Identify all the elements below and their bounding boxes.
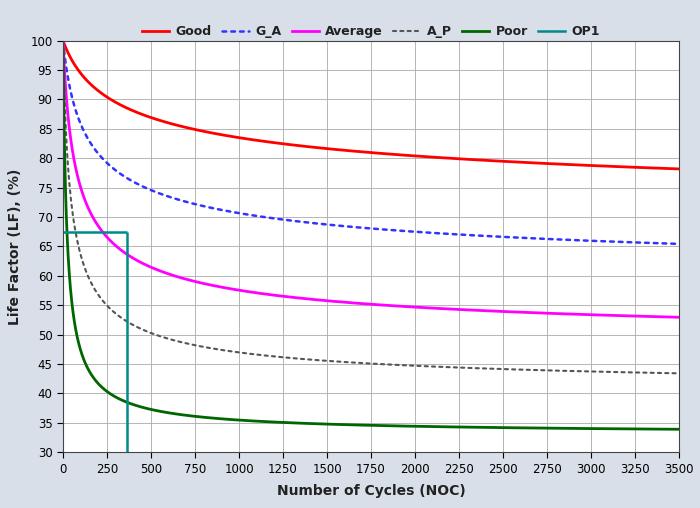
G_A <box>566 237 574 243</box>
Y-axis label: Life Factor (LF), (%): Life Factor (LF), (%) <box>8 168 22 325</box>
Poor <box>428 424 437 430</box>
Poor <box>59 46 67 52</box>
Poor <box>566 425 574 431</box>
G_A <box>294 218 302 225</box>
Line: Poor: Poor <box>63 49 679 429</box>
Good <box>59 38 67 44</box>
Poor <box>519 425 527 431</box>
A_P <box>459 365 468 371</box>
Average <box>519 309 527 315</box>
A_P <box>294 356 302 362</box>
Average <box>294 295 302 301</box>
Good <box>428 154 437 160</box>
Average <box>59 40 67 46</box>
Good <box>459 156 468 162</box>
A_P <box>566 368 574 374</box>
G_A <box>171 196 179 202</box>
Poor <box>675 426 683 432</box>
Average <box>428 305 437 311</box>
Line: G_A: G_A <box>63 42 679 244</box>
Line: A_P: A_P <box>63 45 679 373</box>
G_A <box>459 232 468 238</box>
G_A <box>59 39 67 45</box>
G_A <box>428 230 437 236</box>
G_A <box>519 235 527 241</box>
Poor <box>459 424 468 430</box>
Line: Average: Average <box>63 43 679 318</box>
A_P <box>59 42 67 48</box>
Good <box>519 160 527 166</box>
Line: Good: Good <box>63 41 679 169</box>
Legend: Good, G_A, Average, A_P, Poor, OP1: Good, G_A, Average, A_P, Poor, OP1 <box>137 20 605 43</box>
Average <box>171 273 179 279</box>
Good <box>294 143 302 149</box>
Good <box>675 166 683 172</box>
A_P <box>428 363 437 369</box>
Good <box>566 162 574 168</box>
Good <box>171 121 179 128</box>
Average <box>566 311 574 317</box>
A_P <box>675 370 683 376</box>
A_P <box>171 337 179 343</box>
Average <box>459 307 468 313</box>
G_A <box>675 241 683 247</box>
X-axis label: Number of Cycles (NOC): Number of Cycles (NOC) <box>276 484 466 498</box>
A_P <box>519 367 527 373</box>
Poor <box>294 420 302 426</box>
Average <box>675 314 683 321</box>
Poor <box>171 411 179 417</box>
